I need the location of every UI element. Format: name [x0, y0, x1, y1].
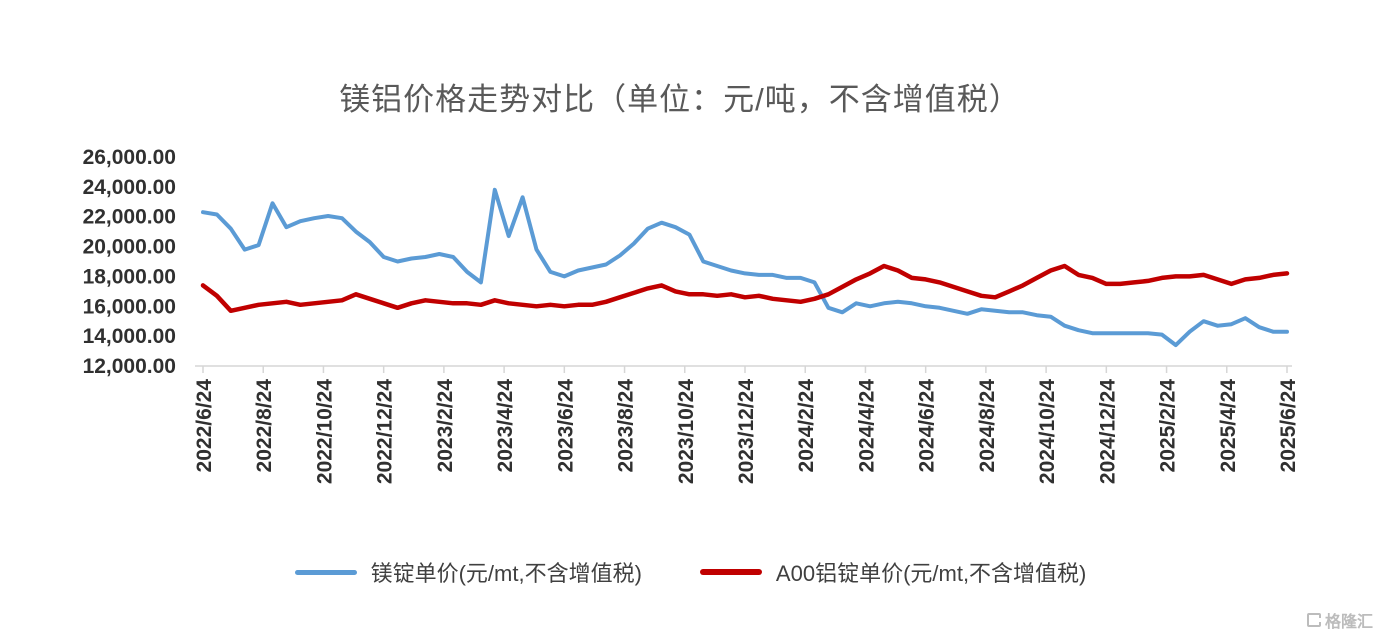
legend-label-aluminum: A00铝锭单价(元/mt,不含增值税) [775, 561, 1087, 586]
legend-item-aluminum: A00铝锭单价(元/mt,不含增值税) [699, 556, 1087, 588]
x-tick-label: 2023/12/24 [735, 379, 758, 484]
watermark-text: 格隆汇 [1324, 614, 1373, 631]
y-tick-label: 20,000.00 [83, 236, 176, 259]
x-tick-label: 2024/2/24 [795, 379, 818, 473]
x-tick-label: 2025/4/24 [1217, 379, 1240, 473]
x-tick-label: 2022/6/24 [193, 379, 216, 473]
x-tick-label: 2023/4/24 [494, 379, 517, 473]
x-tick-label: 2025/2/24 [1157, 379, 1180, 473]
gelonghui-logo-icon [1306, 613, 1321, 627]
x-tick-label: 2023/6/24 [554, 379, 577, 473]
x-tick-label: 2024/4/24 [855, 379, 878, 473]
y-tick-label: 18,000.00 [83, 265, 176, 288]
aluminum-price-line [200, 263, 1290, 314]
x-tick-label: 2022/8/24 [253, 379, 276, 473]
y-tick-label: 12,000.00 [83, 355, 176, 378]
magnesium-line-swatch-icon [294, 569, 357, 575]
x-tick-label: 2024/8/24 [976, 379, 999, 473]
y-tick-label: 22,000.00 [83, 206, 176, 229]
x-tick-label: 2023/10/24 [675, 379, 698, 484]
x-tick-label: 2024/12/24 [1096, 379, 1119, 484]
y-tick-label: 24,000.00 [83, 176, 176, 199]
magnesium-price-line [201, 187, 1289, 348]
chart-title: 镁铝价格走势对比（单位：元/吨，不含增值税） [339, 82, 1021, 117]
x-tick-label: 2024/10/24 [1036, 379, 1059, 484]
aluminum-line-swatch-icon [699, 569, 762, 575]
legend-item-magnesium: 镁锭单价(元/mt,不含增值税) [294, 556, 642, 588]
x-tick-label: 2025/6/24 [1277, 379, 1300, 473]
x-tick-label: 2023/2/24 [434, 379, 457, 473]
y-tick-label: 14,000.00 [83, 325, 176, 348]
y-tick-label: 16,000.00 [83, 295, 176, 318]
legend: 镁锭单价(元/mt,不含增值税) A00铝锭单价(元/mt,不含增值税) [0, 556, 1381, 588]
x-tick-label: 2023/8/24 [615, 379, 638, 473]
x-tick-label: 2022/10/24 [313, 379, 336, 484]
watermark: 格隆汇 [1306, 608, 1373, 632]
x-tick-label: 2022/12/24 [374, 379, 397, 484]
x-tick-label: 2024/6/24 [916, 379, 939, 473]
y-tick-label: 26,000.00 [83, 146, 176, 169]
legend-label-magnesium: 镁锭单价(元/mt,不含增值税) [370, 561, 642, 586]
